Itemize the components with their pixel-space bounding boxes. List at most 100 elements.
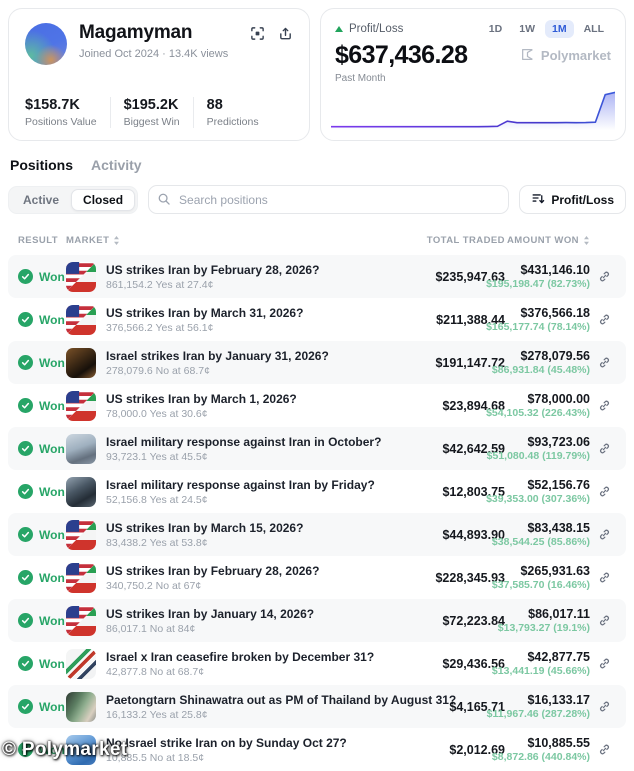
result-badge: Won <box>18 269 66 284</box>
result-badge: Won <box>18 527 66 542</box>
amount-won-cell: $42,877.75 $13,441.19 (45.66%) <box>492 650 590 677</box>
tab-positions[interactable]: Positions <box>10 157 74 173</box>
avatar <box>25 23 67 65</box>
amount-won-value: $278,079.56 <box>520 349 590 363</box>
amount-won-value: $42,877.75 <box>527 650 590 664</box>
market-info: Israel military response against Iran in… <box>106 435 420 463</box>
search-input[interactable] <box>148 185 510 214</box>
market-title: US strikes Iran by March 31, 2026? <box>106 305 304 320</box>
us-iran-flags <box>66 605 96 636</box>
result-badge: Won <box>18 656 66 671</box>
profit-value: $37,585.70 (16.46%) <box>491 579 590 591</box>
column-market[interactable]: MARKET <box>66 235 420 246</box>
result-label: Won <box>39 570 65 585</box>
qr-scan-icon[interactable] <box>250 26 265 46</box>
link-icon[interactable] <box>598 700 611 713</box>
result-label: Won <box>39 613 65 628</box>
market-title: Israel x Iran ceasefire broken by Decemb… <box>106 649 375 664</box>
profit-value: $13,793.27 (19.1%) <box>497 622 590 634</box>
israel-iran-flags <box>66 648 96 679</box>
profit-value: $51,080.48 (119.79%) <box>486 450 590 462</box>
position-row[interactable]: Won Israel military response against Iran… <box>8 470 626 513</box>
market-info: US strikes Iran by February 28, 2026? 340… <box>106 564 420 592</box>
range-button-1w[interactable]: 1W <box>519 23 535 35</box>
amount-won-cell: $78,000.00 $54,105.32 (226.43%) <box>486 392 590 419</box>
triangle-up-icon <box>335 26 343 32</box>
range-button-all[interactable]: ALL <box>583 23 604 35</box>
result-badge: Won <box>18 355 66 370</box>
position-row[interactable]: Won US strikes Iran by January 14, 2026? 8… <box>8 599 626 642</box>
position-row[interactable]: Won Paetongtarn Shinawatra out as PM of T… <box>8 685 626 728</box>
position-row[interactable]: Won Israel military response against Iran… <box>8 427 626 470</box>
position-row[interactable]: Won Israel x Iran ceasefire broken by Dec… <box>8 642 626 685</box>
link-icon[interactable] <box>598 442 611 455</box>
position-row[interactable]: Won US strikes Iran by February 28, 2026?… <box>8 556 626 599</box>
check-icon <box>18 398 33 413</box>
link-icon[interactable] <box>598 356 611 369</box>
link-icon[interactable] <box>598 485 611 498</box>
amount-won-value: $16,133.17 <box>527 693 590 707</box>
amount-won-value: $265,931.63 <box>520 564 590 578</box>
market-title: US strikes Iran by February 28, 2026? <box>106 262 320 277</box>
position-detail: 42,877.8 No at 68.7¢ <box>106 665 205 678</box>
stat-label: Biggest Win <box>123 116 180 128</box>
profile-stat: $158.7K Positions Value <box>25 97 111 128</box>
amount-won-cell: $431,146.10 $195,198.47 (82.73%) <box>486 263 590 290</box>
link-icon[interactable] <box>598 528 611 541</box>
link-icon[interactable] <box>598 743 611 756</box>
market-title: US strikes Iran by January 14, 2026? <box>106 606 315 621</box>
total-traded-value: $2,012.69 <box>449 742 505 757</box>
pnl-label: Profit/Loss <box>349 23 404 35</box>
amount-won-cell: $93,723.06 $51,080.48 (119.79%) <box>487 435 590 462</box>
position-detail: 52,156.8 Yes at 24.5¢ <box>106 493 208 506</box>
total-traded-value: $235,947.63 <box>435 269 505 284</box>
column-total-traded[interactable]: TOTAL TRADED <box>426 234 505 246</box>
profit-value: $54,105.32 (226.43%) <box>486 407 590 419</box>
segment-active[interactable]: Active <box>23 192 60 207</box>
link-icon[interactable] <box>598 270 611 283</box>
amount-won-value: $376,566.18 <box>520 306 590 320</box>
result-badge: Won <box>18 570 66 585</box>
link-icon[interactable] <box>598 399 611 412</box>
amount-won-cell: $52,156.76 $39,353.00 (307.36%) <box>486 478 590 505</box>
column-result[interactable]: RESULT <box>18 234 58 246</box>
link-icon[interactable] <box>598 571 611 584</box>
result-badge: Won <box>18 484 66 499</box>
profile-stat: 88 Predictions <box>207 97 272 128</box>
polymarket-logo-icon <box>520 47 535 65</box>
link-icon[interactable] <box>598 313 611 326</box>
us-iran-flags <box>66 304 96 335</box>
position-row[interactable]: Won US strikes Iran by February 28, 2026?… <box>8 255 626 298</box>
amount-won-value: $86,017.11 <box>528 607 590 621</box>
profit-loss-sort-button[interactable]: Profit/Loss <box>519 185 626 214</box>
share-icon[interactable] <box>278 26 293 46</box>
position-row[interactable]: Won US strikes Iran by March 1, 2026? 78,0… <box>8 384 626 427</box>
position-row[interactable]: Won US strikes Iran by March 31, 2026? 376… <box>8 298 626 341</box>
result-label: Won <box>39 312 65 327</box>
pnl-range-buttons: 1D 1W 1M ALL <box>482 20 611 38</box>
segment-closed[interactable]: Closed <box>71 188 136 211</box>
result-label: Won <box>39 398 65 413</box>
link-icon[interactable] <box>598 614 611 627</box>
range-button-1m[interactable]: 1M <box>544 20 574 38</box>
link-icon[interactable] <box>598 657 611 670</box>
range-button-1d[interactable]: 1D <box>488 23 503 35</box>
position-detail: 78,000.0 Yes at 30.6¢ <box>106 407 208 420</box>
profit-value: $39,353.00 (307.36%) <box>486 493 590 505</box>
pnl-card: Profit/Loss 1D 1W 1M ALL $637,436.28 Polyma… <box>320 8 626 141</box>
position-row[interactable]: Won US strikes Iran by March 15, 2026? 83,… <box>8 513 626 556</box>
amount-won-cell: $265,931.63 $37,585.70 (16.46%) <box>492 564 590 591</box>
tab-activity[interactable]: Activity <box>91 157 142 173</box>
check-icon <box>18 699 33 714</box>
column-amount-won[interactable]: AMOUNT WON <box>507 235 590 246</box>
position-row[interactable]: Won No Israel strike Iran on by Sunday Oc… <box>8 728 626 771</box>
amount-won-cell: $83,438.15 $38,544.25 (85.86%) <box>492 521 590 548</box>
position-detail: 340,750.2 No at 67¢ <box>106 579 202 592</box>
pnl-value: $637,436.28 <box>335 41 468 69</box>
check-icon <box>18 312 33 327</box>
position-detail: 16,133.2 Yes at 25.8¢ <box>106 708 208 721</box>
stat-value: 88 <box>206 97 223 113</box>
total-traded-value: $228,345.93 <box>435 570 505 585</box>
amount-won-cell: $376,566.18 $165,177.74 (78.14%) <box>486 306 590 333</box>
position-row[interactable]: Won Israel strikes Iran by January 31, 20… <box>8 341 626 384</box>
